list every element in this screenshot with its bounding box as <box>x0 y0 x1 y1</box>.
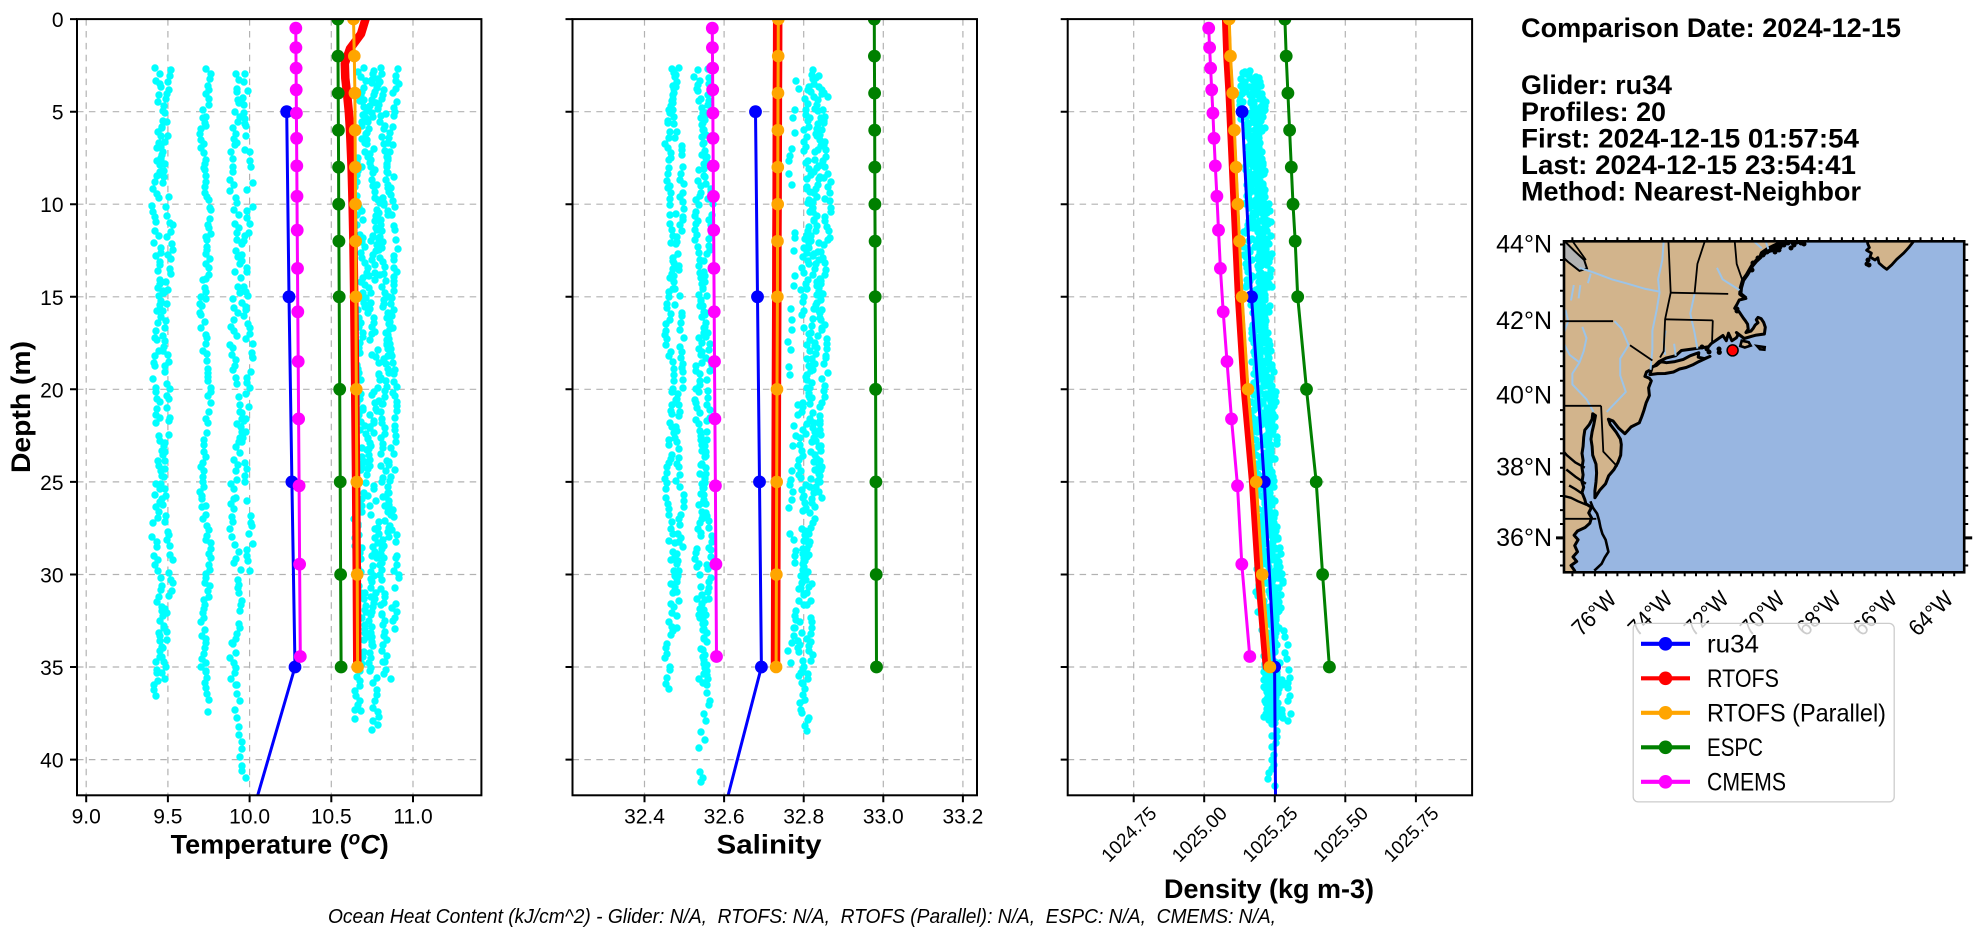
svg-text:9.0: 9.0 <box>72 806 101 829</box>
svg-text:Last: 2024-12-15 23:54:41: Last: 2024-12-15 23:54:41 <box>1521 150 1856 180</box>
svg-text:Glider: ru34: Glider: ru34 <box>1521 70 1672 100</box>
svg-text:Profiles: 20: Profiles: 20 <box>1521 97 1666 127</box>
svg-text:5: 5 <box>52 102 64 125</box>
svg-text:Depth (m): Depth (m) <box>6 341 36 473</box>
svg-text:Ocean Heat Content (kJ/cm^2) -: Ocean Heat Content (kJ/cm^2) - Glider: N… <box>328 906 1276 928</box>
svg-text:0: 0 <box>52 9 64 32</box>
svg-text:10.5: 10.5 <box>311 806 352 829</box>
svg-text:9.5: 9.5 <box>153 806 182 829</box>
svg-text:33.0: 33.0 <box>863 806 904 829</box>
svg-text:36°N: 36°N <box>1496 524 1552 552</box>
svg-text:30: 30 <box>40 565 63 588</box>
svg-text:38°N: 38°N <box>1496 454 1552 482</box>
svg-text:Density (kg m-3): Density (kg m-3) <box>1164 874 1374 904</box>
svg-text:32.6: 32.6 <box>704 806 745 829</box>
svg-text:Salinity: Salinity <box>717 830 822 860</box>
svg-text:Comparison Date: 2024-12-15: Comparison Date: 2024-12-15 <box>1521 13 1901 43</box>
svg-text:32.4: 32.4 <box>624 806 665 829</box>
svg-text:42°N: 42°N <box>1496 307 1552 335</box>
svg-text:10.0: 10.0 <box>229 806 270 829</box>
svg-text:RTOFS (Parallel): RTOFS (Parallel) <box>1707 699 1886 727</box>
svg-text:40: 40 <box>40 750 63 773</box>
svg-text:32.8: 32.8 <box>783 806 824 829</box>
svg-text:Method: Nearest-Neighbor: Method: Nearest-Neighbor <box>1521 177 1861 207</box>
svg-text:11.0: 11.0 <box>393 806 432 829</box>
svg-text:33.2: 33.2 <box>942 806 983 829</box>
svg-text:First: 2024-12-15 01:57:54: First: 2024-12-15 01:57:54 <box>1521 123 1859 153</box>
svg-text:15: 15 <box>40 287 63 310</box>
svg-text:20: 20 <box>40 379 63 402</box>
svg-text:RTOFS: RTOFS <box>1707 665 1779 693</box>
svg-text:35: 35 <box>40 657 63 680</box>
svg-text:40°N: 40°N <box>1496 382 1552 410</box>
svg-text:CMEMS: CMEMS <box>1707 768 1786 796</box>
svg-text:10: 10 <box>40 194 63 217</box>
svg-text:44°N: 44°N <box>1496 231 1552 259</box>
svg-text:ru34: ru34 <box>1707 630 1759 658</box>
svg-text:ESPC: ESPC <box>1707 734 1763 762</box>
svg-text:25: 25 <box>40 472 63 495</box>
